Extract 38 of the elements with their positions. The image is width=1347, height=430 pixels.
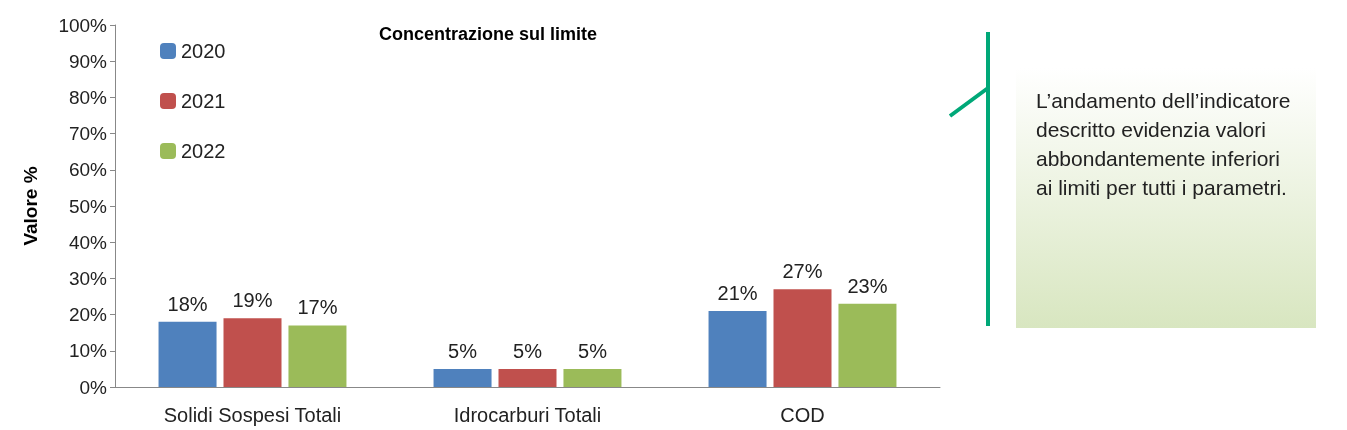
y-tick-label: 50% <box>68 195 108 217</box>
x-tick-label: Solidi Sospesi Totali <box>163 404 342 426</box>
bar <box>563 368 622 387</box>
y-tick-label: 90% <box>68 50 108 72</box>
y-tick-label: 70% <box>68 123 108 145</box>
y-tick-label: 100% <box>58 14 108 36</box>
data-label: 27% <box>782 260 823 283</box>
bar <box>288 325 347 387</box>
x-tick-label: Idrocarburi Totali <box>453 404 602 426</box>
legend-label: 2021 <box>181 90 226 112</box>
y-tick-label: 10% <box>68 340 108 362</box>
data-label: 18% <box>167 292 208 315</box>
bar <box>498 368 557 387</box>
y-tick-label: 60% <box>68 159 108 181</box>
legend-label: 2022 <box>181 140 226 162</box>
data-label: 5% <box>513 339 543 362</box>
data-label: 21% <box>717 281 758 304</box>
y-tick-label: 30% <box>68 267 108 289</box>
data-label: 23% <box>847 274 888 297</box>
y-tick-label: 40% <box>68 231 108 253</box>
bar <box>838 303 897 387</box>
legend-label: 2020 <box>181 40 226 62</box>
y-tick-label: 80% <box>68 86 108 108</box>
text: L’andamento dell’indicatore descritto evidenzia valori abbondantemente inferiori ai limiti per tutti i parametri. <box>1016 68 1316 328</box>
y-tick-label: 20% <box>68 304 108 326</box>
data-label: 5% <box>578 339 608 362</box>
bar <box>773 289 832 387</box>
y-tick-label: 0% <box>79 376 108 398</box>
data-label: 5% <box>448 339 478 362</box>
data-label: 19% <box>232 289 273 312</box>
bar <box>433 368 492 387</box>
bar <box>158 321 217 387</box>
chart-title: Concentrazione sul limite <box>378 24 598 44</box>
bar <box>708 310 767 387</box>
data-label: 17% <box>297 296 338 319</box>
x-tick-label: COD <box>780 404 825 426</box>
y-axis-title: Valore % <box>20 166 41 246</box>
bar <box>223 318 282 387</box>
